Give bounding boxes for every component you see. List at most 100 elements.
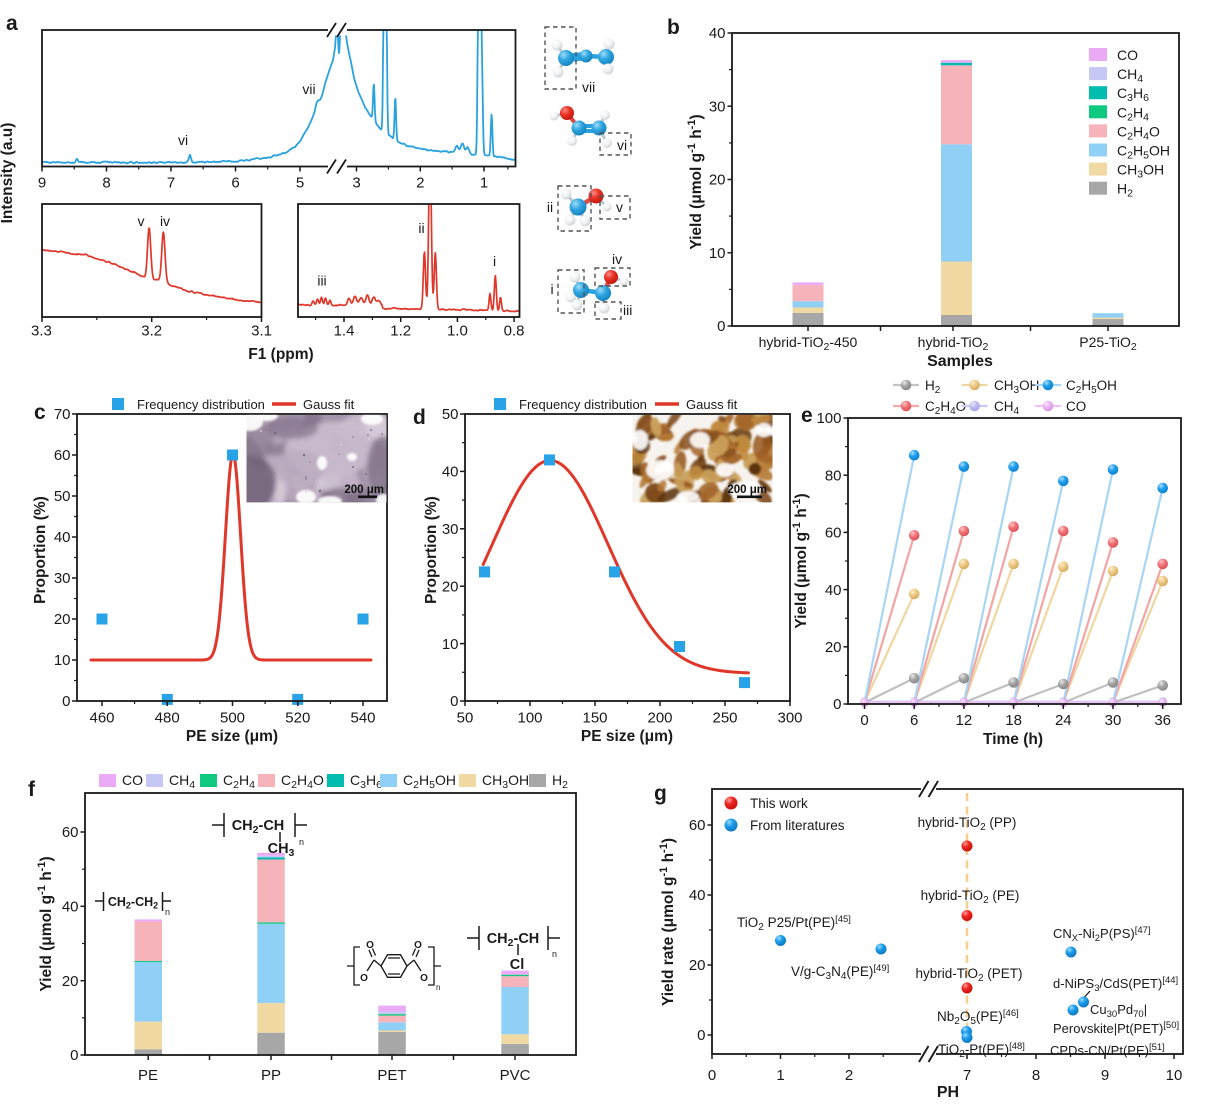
- svg-text:CH2​-CH: CH2​-CH: [232, 818, 285, 836]
- svg-text:c: c: [34, 401, 46, 424]
- svg-text:60: 60: [689, 817, 706, 834]
- svg-text:d-NiPS3​/CdS(PET)[44]​: d-NiPS3​/CdS(PET)[44]​: [1053, 975, 1178, 994]
- svg-text:6: 6: [910, 712, 918, 729]
- svg-text:0: 0: [717, 318, 725, 335]
- svg-text:O: O: [360, 973, 368, 984]
- svg-text:30: 30: [54, 570, 71, 587]
- svg-text:PH: PH: [937, 1084, 959, 1101]
- svg-text:300: 300: [777, 710, 802, 727]
- svg-text:9: 9: [1101, 1067, 1109, 1084]
- svg-text:PE size (μm): PE size (μm): [581, 728, 673, 745]
- svg-text:CH2​-CH2​: CH2​-CH2​: [108, 895, 158, 911]
- svg-text:CH4​: CH4​: [1117, 66, 1143, 85]
- svg-text:1.4: 1.4: [334, 323, 355, 340]
- svg-text:PVC: PVC: [500, 1067, 531, 1084]
- svg-text:C2​H4​: C2​H4​: [223, 772, 255, 791]
- svg-text:30: 30: [442, 521, 459, 538]
- svg-text:CO: CO: [1066, 399, 1086, 414]
- svg-text:Gauss fit: Gauss fit: [303, 397, 355, 412]
- svg-text:500: 500: [220, 710, 245, 727]
- svg-text:C2​H5​OH: C2​H5​OH: [1117, 143, 1170, 162]
- svg-text:10: 10: [1166, 1067, 1183, 1084]
- svg-text:H2​: H2​: [1117, 181, 1133, 200]
- svg-text:CH3​: CH3​: [268, 841, 295, 859]
- svg-text:C2​H4​: C2​H4​: [1117, 104, 1149, 123]
- svg-text:3.2: 3.2: [141, 323, 162, 340]
- svg-text:hybrid-TiO2​: hybrid-TiO2​: [918, 334, 989, 353]
- svg-text:10: 10: [54, 652, 71, 669]
- svg-text:50: 50: [54, 488, 71, 505]
- svg-text:20: 20: [825, 639, 842, 656]
- svg-text:CNX​-Ni2​P(PS)[47]​: CNX​-Ni2​P(PS)[47]​: [1053, 925, 1151, 944]
- svg-text:CH4​: CH4​: [169, 772, 195, 791]
- svg-text:50: 50: [442, 406, 459, 423]
- svg-text:Gauss fit: Gauss fit: [686, 397, 738, 412]
- svg-text:CH3​OH: CH3​OH: [1117, 162, 1164, 181]
- svg-text:PET: PET: [377, 1067, 406, 1084]
- svg-text:80: 80: [825, 467, 842, 484]
- svg-text:3: 3: [352, 175, 360, 192]
- svg-text:200 μm: 200 μm: [727, 484, 767, 496]
- svg-text:Yield (μmol g-1​ h-1​): Yield (μmol g-1​ h-1​): [791, 493, 810, 628]
- svg-text:n: n: [165, 907, 170, 917]
- svg-text:P25-TiO2​: P25-TiO2​: [1079, 334, 1137, 353]
- svg-text:40: 40: [62, 899, 79, 916]
- svg-text:40: 40: [709, 25, 726, 42]
- svg-text:8: 8: [102, 175, 110, 192]
- svg-text:ii: ii: [418, 220, 424, 236]
- svg-text:7: 7: [963, 1067, 971, 1084]
- svg-text:C2​H5​OH: C2​H5​OH: [403, 772, 456, 791]
- svg-text:40: 40: [54, 529, 71, 546]
- svg-text:CH2​-CH: CH2​-CH: [487, 931, 540, 949]
- svg-text:TiO2​ P25/Pt(PE)[45]​: TiO2​ P25/Pt(PE)[45]​: [737, 914, 851, 933]
- svg-text:C3​H6​: C3​H6​: [1117, 85, 1149, 104]
- svg-text:hybrid-TiO2​ (PET): hybrid-TiO2​ (PET): [915, 966, 1022, 984]
- svg-text:vii: vii: [582, 79, 595, 95]
- svg-text:8: 8: [1032, 1067, 1040, 1084]
- svg-text:vi: vi: [178, 132, 188, 148]
- svg-text:Samples: Samples: [927, 353, 993, 370]
- svg-text:Intensity (a.u): Intensity (a.u): [0, 123, 16, 224]
- svg-text:3.3: 3.3: [31, 323, 52, 340]
- svg-text:20: 20: [62, 973, 79, 990]
- svg-text:200 μm: 200 μm: [344, 484, 384, 496]
- svg-text:40: 40: [825, 582, 842, 599]
- svg-text:Nb2​O5​(PE)[46]​: Nb2​O5​(PE)[46]​: [937, 1008, 1019, 1027]
- svg-text:C2​H4​O: C2​H4​O: [1117, 123, 1160, 142]
- svg-text:i: i: [493, 253, 496, 269]
- svg-text:vi: vi: [617, 137, 627, 153]
- svg-text:40: 40: [442, 464, 459, 481]
- svg-text:150: 150: [582, 710, 607, 727]
- svg-text:a: a: [6, 12, 18, 35]
- svg-text:10: 10: [709, 245, 726, 262]
- svg-text:C2​H4​O: C2​H4​O: [281, 772, 324, 791]
- svg-text:H2​: H2​: [925, 378, 941, 396]
- svg-text:70: 70: [54, 406, 71, 423]
- svg-text:520: 520: [285, 710, 310, 727]
- svg-text:n: n: [299, 837, 304, 847]
- svg-text:460: 460: [89, 710, 114, 727]
- svg-text:CPDs-CN/Pt(PE)[51]​: CPDs-CN/Pt(PE)[51]​: [1050, 1042, 1165, 1058]
- svg-text:Yield rate (μmol g-1​ h-1​): Yield rate (μmol g-1​ h-1​): [658, 838, 677, 1006]
- svg-text:Cu30​Pd70​|: Cu30​Pd70​|: [1090, 1002, 1147, 1020]
- svg-text:O: O: [366, 940, 374, 951]
- svg-text:40: 40: [689, 887, 706, 904]
- svg-text:480: 480: [155, 710, 180, 727]
- svg-text:30: 30: [1105, 712, 1122, 729]
- svg-text:100: 100: [816, 410, 841, 427]
- svg-text:v: v: [616, 199, 623, 215]
- svg-text:PP: PP: [261, 1067, 281, 1084]
- svg-text:5: 5: [296, 175, 304, 192]
- svg-text:0: 0: [450, 693, 458, 710]
- svg-text:0: 0: [70, 1047, 78, 1064]
- svg-text:iii: iii: [317, 273, 326, 289]
- svg-text:iv: iv: [160, 213, 170, 229]
- svg-text:20: 20: [689, 957, 706, 974]
- svg-text:V/g-C3​N4​(PE)[49]​: V/g-C3​N4​(PE)[49]​: [791, 963, 889, 982]
- svg-text:250: 250: [712, 710, 737, 727]
- svg-text:Proportion (%): Proportion (%): [32, 496, 49, 604]
- svg-text:F1 (ppm): F1 (ppm): [248, 346, 313, 363]
- svg-text:TiO2​-Pt(PE)[48]​: TiO2​-Pt(PE)[48]​: [938, 1041, 1025, 1060]
- svg-text:Yield (μmol g-1​ h-1​): Yield (μmol g-1​ h-1​): [686, 114, 705, 249]
- svg-text:60: 60: [825, 525, 842, 542]
